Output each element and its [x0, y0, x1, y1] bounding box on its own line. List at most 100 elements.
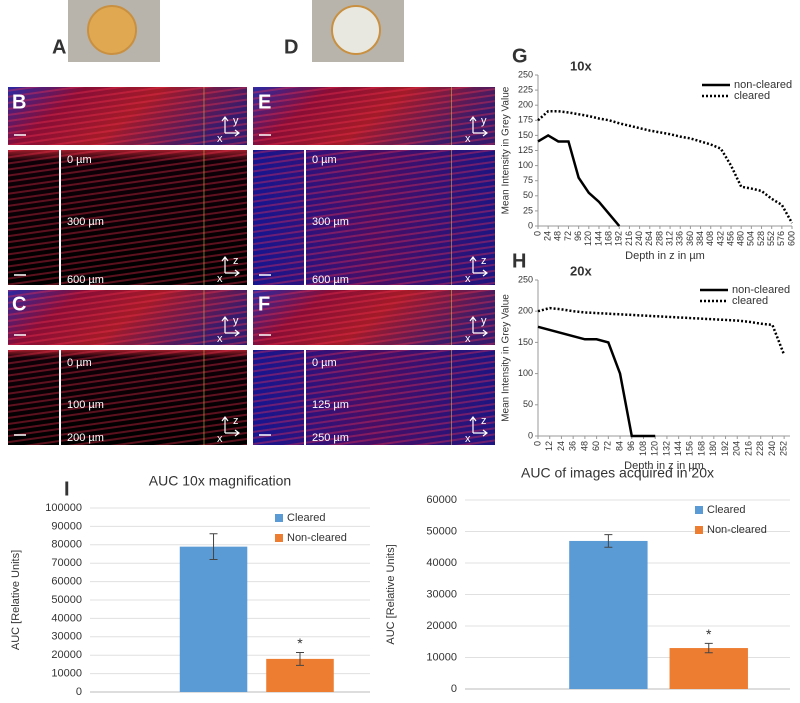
depth-label: 0 µm	[67, 357, 92, 369]
y-tick-label: 100	[518, 368, 533, 378]
micrograph-fibres	[253, 87, 495, 145]
x-tick-label: 576	[776, 231, 786, 246]
axis-letter: z	[481, 255, 487, 267]
x-tick-label: 252	[779, 441, 789, 456]
panel-letter: C	[12, 293, 26, 315]
micrograph-fibres	[253, 350, 495, 445]
y-tick-label: 200	[518, 306, 533, 316]
axis-letter: y	[481, 115, 487, 127]
depth-label: 600 µm	[312, 274, 349, 286]
x-tick-label: 24	[543, 231, 553, 241]
x-tick-label: 132	[661, 441, 671, 456]
x-tick-label: 240	[767, 441, 777, 456]
x-tick-label: 240	[634, 231, 644, 246]
axis-letter: y	[481, 315, 487, 327]
axis-letter: y	[233, 115, 239, 127]
x-tick-label: 144	[673, 441, 683, 456]
x-tick-label: 168	[696, 441, 706, 456]
y-tick-label: 50	[523, 190, 533, 200]
legend-label: Non-cleared	[707, 524, 767, 536]
axis-arrows	[221, 256, 240, 277]
axis-letter: z	[233, 255, 239, 267]
y-tick-label: 250	[518, 69, 533, 79]
axis-letter: x	[217, 333, 223, 345]
y-tick-label: 50000	[51, 594, 82, 606]
panel-letter: E	[258, 91, 271, 113]
x-tick-label: 60	[591, 441, 601, 451]
micrograph-fibres	[8, 150, 247, 285]
x-tick-label: 36	[568, 441, 578, 451]
sample	[87, 5, 137, 55]
x-tick-label: 480	[736, 231, 746, 246]
panel-letter: B	[12, 91, 26, 113]
y-axis-label: Mean Intensity in Grey Value	[501, 294, 512, 422]
x-tick-label: 168	[603, 231, 613, 246]
x-tick-label: 336	[675, 231, 685, 246]
x-tick-label: 312	[664, 231, 674, 246]
x-tick-label: 180	[708, 441, 718, 456]
x-tick-label: 144	[593, 231, 603, 246]
x-tick-label: 264	[644, 231, 654, 246]
error-bar	[209, 533, 218, 561]
bar	[669, 648, 748, 689]
x-tick-label: 360	[685, 231, 695, 246]
axis-letter: x	[217, 433, 223, 445]
legend-swatch	[275, 514, 283, 522]
y-tick-label: 175	[518, 115, 533, 125]
x-tick-label: 48	[553, 231, 563, 241]
axis-arrows	[469, 316, 488, 337]
y-tick-label: 0	[528, 430, 533, 440]
panel-letter: D	[284, 36, 298, 58]
legend-label: Cleared	[707, 504, 746, 516]
axis-letter: x	[217, 273, 223, 285]
depth-label: 0 µm	[67, 154, 92, 166]
series-line	[537, 306, 786, 356]
axis-arrows	[221, 116, 240, 137]
sample	[331, 5, 381, 55]
x-tick-label: 48	[579, 441, 589, 451]
x-tick-label: 0	[532, 441, 542, 446]
x-tick-label: 384	[695, 231, 705, 246]
y-tick-label: 200	[518, 100, 533, 110]
x-axis-label: Depth in z in µm	[625, 250, 705, 262]
micrograph-fibres	[8, 290, 247, 345]
axis-letter: z	[481, 415, 487, 427]
x-tick-label: 96	[573, 231, 583, 241]
y-tick-label: 150	[518, 337, 533, 347]
axis-letter: x	[217, 133, 223, 145]
series-line	[537, 325, 656, 438]
axis-letter: x	[465, 333, 471, 345]
depth-label: 100 µm	[67, 399, 104, 411]
series-line	[537, 109, 794, 224]
x-tick-label: 72	[563, 231, 573, 241]
x-tick-label: 600	[786, 231, 796, 246]
depth-label: 250 µm	[312, 432, 349, 444]
series-line	[537, 133, 621, 227]
x-tick-label: 120	[583, 231, 593, 246]
legend-label: non-cleared	[734, 79, 792, 91]
x-tick-label: 156	[685, 441, 695, 456]
depth-label: 300 µm	[312, 216, 349, 228]
chart-title: 20x	[570, 263, 592, 278]
x-tick-label: 204	[732, 441, 742, 456]
x-tick-label: 120	[650, 441, 660, 456]
legend-swatch	[695, 506, 703, 514]
y-tick-label: 50000	[426, 525, 457, 537]
y-tick-label: 90000	[51, 520, 82, 532]
y-tick-label: 100	[518, 160, 533, 170]
y-tick-label: 20000	[51, 649, 82, 661]
y-tick-label: 40000	[426, 557, 457, 569]
axis-letter: z	[233, 415, 239, 427]
micrograph-fibres	[253, 290, 495, 345]
legend-label: cleared	[732, 295, 768, 307]
x-tick-label: 408	[705, 231, 715, 246]
chart-title: AUC of images acquired in 20x	[521, 465, 714, 481]
panel-letter: A	[52, 36, 66, 58]
y-axis-label: Mean Intensity in Grey Value	[501, 86, 512, 214]
bar	[179, 546, 248, 692]
depth-label: 600 µm	[67, 274, 104, 286]
y-tick-label: 125	[518, 145, 533, 155]
x-tick-label: 192	[614, 231, 624, 246]
legend-swatch	[275, 534, 283, 542]
y-axis-label: AUC [Relative Units]	[10, 550, 22, 650]
